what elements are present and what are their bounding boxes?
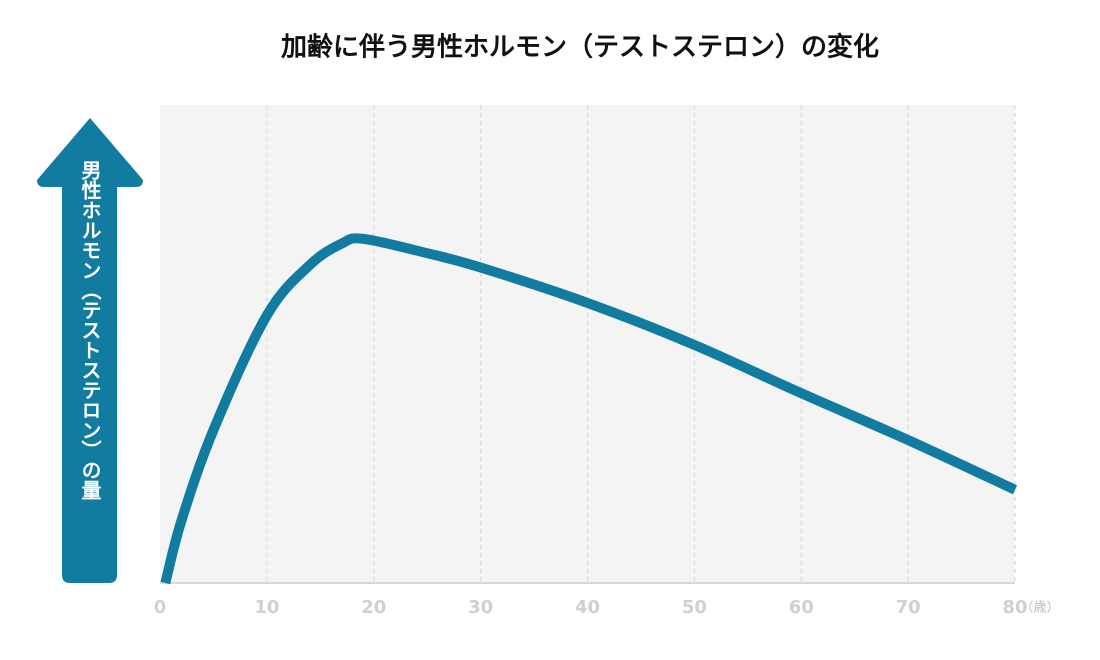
plot-background (160, 105, 1015, 583)
x-tick-label: 10 (254, 597, 279, 618)
x-tick-label: 50 (682, 597, 707, 618)
x-tick-label: 30 (468, 597, 493, 618)
data-line (160, 233, 1018, 585)
x-tick-label: 40 (575, 597, 600, 618)
chart-title: 加齢に伴う男性ホルモン（テストステロン）の変化 (281, 32, 879, 63)
x-tick-label: 80 (1002, 597, 1027, 618)
x-unit: （歳） (1020, 601, 1059, 616)
x-tick-label: 20 (361, 597, 386, 618)
x-tick-label: 0 (154, 597, 167, 618)
x-tick-label: 60 (789, 597, 814, 618)
y-arrow (37, 118, 143, 583)
y-axis-label: 男性ホルモン（テストステロン）の量 (78, 160, 102, 500)
x-tick-label: 70 (896, 597, 921, 618)
